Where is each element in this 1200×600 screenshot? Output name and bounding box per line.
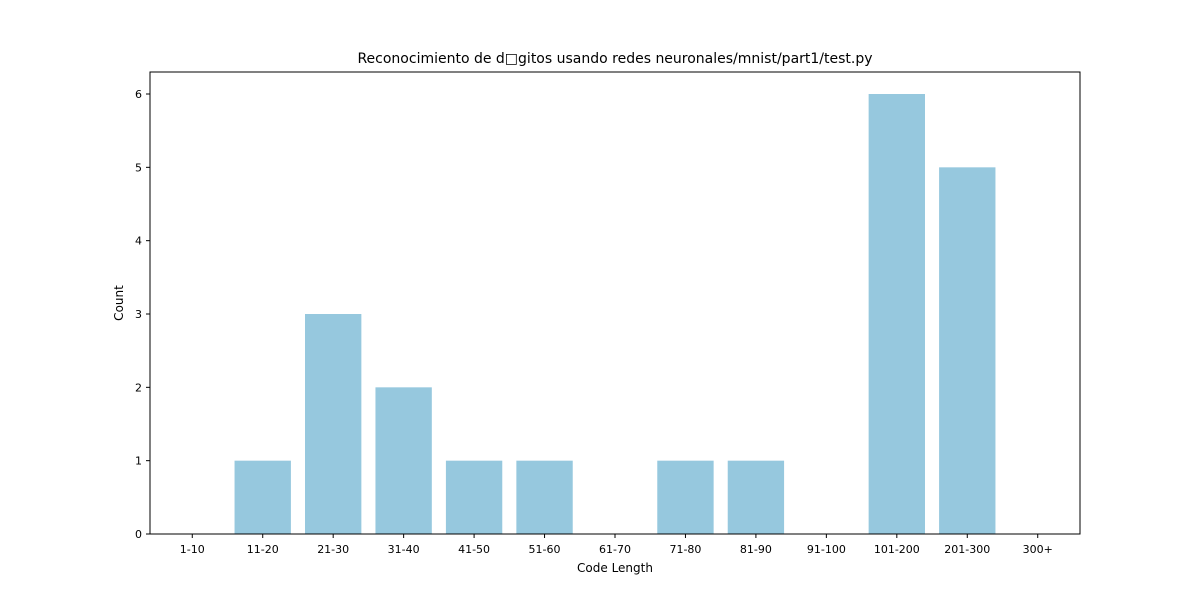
bar-101-200 xyxy=(868,94,925,534)
y-tick-label: 6 xyxy=(135,88,142,101)
x-tick-label: 1-10 xyxy=(180,543,205,556)
bar-31-40 xyxy=(375,387,432,534)
bar-201-300 xyxy=(939,167,996,535)
x-tick-label: 300+ xyxy=(1023,543,1053,556)
bar-51-60 xyxy=(516,460,573,534)
y-axis-label: Count xyxy=(112,285,126,321)
x-tick-label: 21-30 xyxy=(317,543,349,556)
x-axis-ticks: 1-10 11-20 21-30 31-40 41-50 51-60 61-70 71-80 8… xyxy=(180,534,1053,556)
y-tick-label: 0 xyxy=(135,528,142,541)
bar-81-90 xyxy=(727,460,785,534)
y-tick-label: 4 xyxy=(135,235,142,248)
bar-71-80 xyxy=(657,460,714,534)
x-tick-label: 61-70 xyxy=(599,543,631,556)
chart-title: Reconocimiento de d□gitos usando redes n… xyxy=(357,51,872,67)
x-axis-label: Code Length xyxy=(577,561,653,575)
bar-41-50 xyxy=(445,460,503,534)
x-tick-label: 81-90 xyxy=(740,543,772,556)
y-axis-ticks: 0 1 2 3 4 5 6 xyxy=(135,88,150,541)
y-tick-label: 3 xyxy=(135,308,142,321)
x-tick-label: 51-60 xyxy=(529,543,561,556)
x-tick-label: 11-20 xyxy=(247,543,279,556)
bars-group xyxy=(234,94,996,535)
x-tick-label: 71-80 xyxy=(669,543,701,556)
x-tick-label: 41-50 xyxy=(458,543,490,556)
y-tick-label: 5 xyxy=(135,161,142,174)
y-tick-label: 2 xyxy=(135,381,142,394)
x-tick-label: 101-200 xyxy=(874,543,920,556)
bar-11-20 xyxy=(234,460,291,534)
y-tick-label: 1 xyxy=(135,455,142,468)
x-tick-label: 201-300 xyxy=(944,543,990,556)
x-tick-label: 91-100 xyxy=(807,543,846,556)
x-tick-label: 31-40 xyxy=(388,543,420,556)
bar-21-30 xyxy=(305,314,362,534)
